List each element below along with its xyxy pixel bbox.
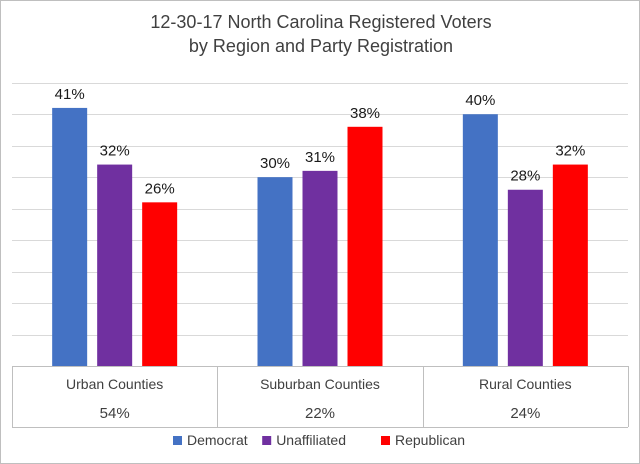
chart-title-line-1: 12-30-17 North Carolina Registered Voter… (150, 12, 491, 32)
data-label-unaffiliated: 28% (510, 168, 540, 185)
legend-label-republican: Republican (395, 432, 465, 448)
bar-democrat (52, 107, 88, 367)
data-label-democrat: 40% (465, 92, 495, 109)
data-label-republican: 38% (350, 105, 380, 122)
bar-unaffiliated (302, 170, 338, 366)
category-share-label: 24% (510, 405, 540, 422)
data-label-republican: 26% (145, 180, 175, 197)
category-share-label: 54% (100, 405, 130, 422)
data-labels: 41% 32% 26% 30% 31% 38% 40% 28% 32% (55, 86, 586, 197)
data-label-unaffiliated: 32% (100, 143, 130, 160)
data-label-republican: 32% (555, 143, 585, 160)
category-label: Rural Counties (479, 376, 572, 392)
legend-swatch-unaffiliated (262, 436, 272, 445)
bar-unaffiliated (97, 164, 133, 366)
legend-label-democrat: Democrat (187, 432, 248, 448)
category-share-label: 22% (305, 405, 335, 422)
bar-unaffiliated (507, 189, 543, 366)
chart-title-line-2: by Region and Party Registration (189, 36, 453, 56)
data-label-unaffiliated: 31% (305, 149, 335, 166)
legend-label-unaffiliated: Unaffiliated (276, 432, 346, 448)
bar-democrat (257, 177, 293, 366)
data-label-democrat: 30% (260, 155, 290, 172)
bar-republican (142, 202, 178, 366)
bar-republican (347, 126, 383, 366)
category-axis: Urban Counties 54% Suburban Counties 22% Rur… (12, 366, 629, 428)
bar-democrat (462, 114, 498, 366)
data-label-democrat: 41% (55, 86, 85, 103)
bars (52, 107, 588, 367)
legend-swatch-democrat (173, 436, 182, 445)
legend-swatch-republican (381, 436, 390, 445)
bar-republican (552, 164, 588, 366)
category-label: Urban Counties (66, 376, 163, 392)
category-label: Suburban Counties (260, 376, 380, 392)
legend: Democrat Unaffiliated Republican (173, 432, 465, 448)
